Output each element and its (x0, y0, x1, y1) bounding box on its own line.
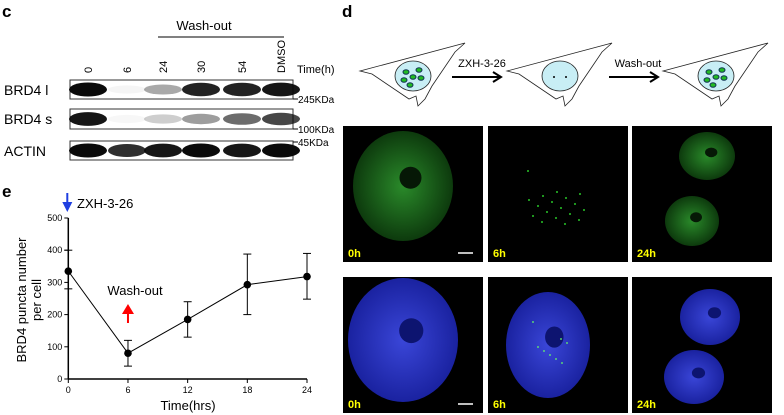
lane-label: 54 (237, 61, 249, 73)
arrow-right-icon (609, 71, 660, 83)
arrow-down-icon (62, 193, 73, 212)
x-tick-label: 24 (302, 385, 312, 395)
nucleus (664, 350, 724, 404)
cell-cartoon (505, 42, 613, 107)
y-tick-label: 400 (47, 245, 62, 255)
time-label: 6h (493, 248, 506, 260)
treatment-label: ZXH-3-26 (77, 196, 133, 211)
micrograph-green-24h: 24h (632, 126, 772, 262)
x-tick-label: 12 (183, 385, 193, 395)
data-point (243, 280, 252, 289)
blot-band (69, 112, 107, 126)
blot-band (144, 84, 182, 95)
blot-band (182, 143, 220, 158)
step1-label: ZXH-3-26 (458, 58, 506, 70)
lane-label: 30 (196, 61, 208, 73)
x-tick-label: 18 (242, 385, 252, 395)
micrograph-merge-6h: 6h (488, 277, 628, 413)
micrograph-green-6h: 6h (488, 126, 628, 262)
blot-band (262, 143, 300, 158)
blot-row: BRD4 s 100KDa (4, 108, 335, 136)
nucleus (506, 292, 590, 398)
blot-label: BRD4 l (4, 82, 48, 98)
y-tick-label: 300 (47, 277, 62, 287)
data-point (124, 349, 132, 358)
blot-band (223, 113, 261, 125)
y-tick-label: 200 (47, 310, 62, 320)
blot-band (182, 113, 220, 125)
lane-label: 6 (122, 67, 134, 73)
y-axis-label-line2: per cell (29, 279, 44, 321)
data-point (183, 315, 192, 324)
data-point (303, 272, 311, 281)
nucleus (348, 278, 458, 402)
blot-band (69, 82, 107, 97)
nucleus (665, 196, 719, 246)
arrow-up-icon (121, 304, 134, 323)
blot-band (69, 143, 107, 158)
time-label: 24h (637, 399, 656, 411)
marker-label: 45KDa (298, 138, 329, 149)
blot-band (108, 143, 146, 158)
blot-band (108, 115, 146, 123)
blot-band (262, 112, 300, 126)
nucleus (353, 131, 453, 241)
blot-row: ACTIN 45KDa (4, 138, 329, 161)
time-label: 6h (493, 399, 506, 411)
y-tick-label: 500 (47, 213, 62, 223)
micrograph-merge-24h: 24h (632, 277, 772, 413)
time-label: 0h (348, 248, 361, 260)
y-tick-label: 0 (57, 374, 62, 384)
blot-band (108, 85, 146, 94)
cell-cartoon (661, 42, 769, 107)
nucleus (680, 289, 740, 345)
nucleus (679, 132, 735, 180)
x-tick-label: 6 (125, 385, 130, 395)
blot-band (144, 143, 182, 158)
panel-e-letter: e (2, 182, 11, 201)
y-axis-label-line1: BRD4 puncta number (14, 237, 29, 363)
blot-band (223, 82, 261, 97)
time-label: 0h (348, 399, 361, 411)
blot-band (262, 82, 300, 97)
arrow-right-icon (452, 71, 503, 83)
step2-label: Wash-out (615, 58, 662, 70)
blot-band (182, 82, 220, 97)
x-axis-label: Time(hrs) (160, 398, 215, 413)
time-label: 24h (637, 248, 656, 260)
data-point (64, 267, 73, 275)
blot-band (223, 143, 261, 158)
micrograph-merge-0h: 0h (343, 277, 483, 413)
cell-cartoon (358, 42, 466, 107)
washout-label: Wash-out (107, 283, 163, 298)
blot-label: ACTIN (4, 143, 46, 159)
lane-label: 24 (158, 61, 170, 73)
blot-label: BRD4 s (4, 111, 52, 127)
time-h-label: Time(h) (297, 64, 334, 76)
lane-label: 0 (83, 67, 95, 73)
washout-group-label: Wash-out (176, 18, 232, 33)
blot-row: BRD4 l 245KDa (4, 79, 335, 106)
x-tick-label: 0 (66, 385, 71, 395)
lane-label: DMSO (276, 40, 288, 73)
micrograph-green-0h: 0h (343, 126, 483, 262)
blot-band (144, 114, 182, 124)
marker-label: 100KDa (298, 125, 335, 136)
panel-d-letter: d (342, 2, 352, 21)
marker-label: 245KDa (298, 95, 335, 106)
panel-c-letter: c (2, 2, 11, 21)
y-tick-label: 100 (47, 342, 62, 352)
